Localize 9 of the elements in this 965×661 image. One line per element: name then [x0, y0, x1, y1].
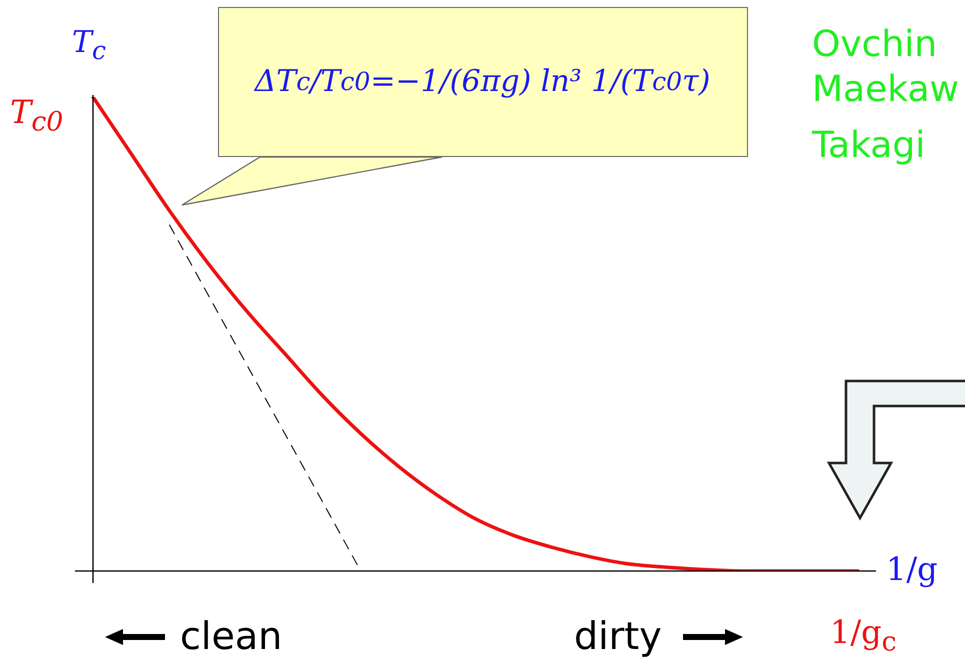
y-axis-title: T$_{c}$	[72, 25, 106, 65]
text: T$_{c0}$	[10, 93, 64, 138]
text: Ovchin	[812, 24, 938, 65]
text: 1/g$_{c}$	[830, 613, 897, 658]
annotation: Takagi	[812, 125, 926, 166]
x-axis-title: 1/g	[886, 550, 938, 588]
text: clean	[180, 614, 282, 658]
text: dirty	[574, 614, 662, 658]
annotation: Maekaw	[812, 69, 959, 110]
